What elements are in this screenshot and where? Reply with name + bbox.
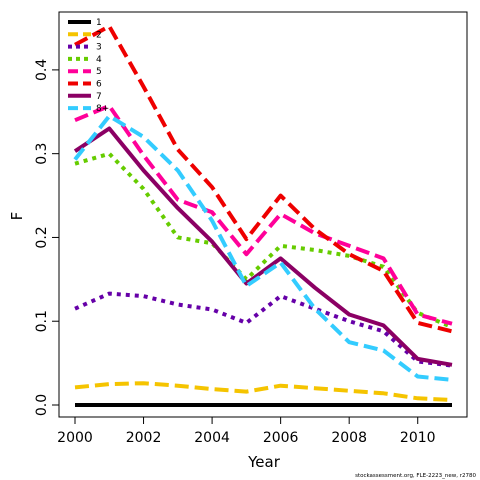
y-tick-label: 0.2 xyxy=(34,226,50,248)
x-tick-label: 2008 xyxy=(331,430,367,446)
y-tick-label: 0.1 xyxy=(34,310,50,332)
x-axis-title: Year xyxy=(247,453,281,471)
series-layer xyxy=(73,24,453,407)
legend-label: 7 xyxy=(96,92,102,102)
credit-text: stockassessment.org, FLE-2223_new, r2780 xyxy=(355,473,476,479)
y-tick-label: 0.3 xyxy=(34,143,50,165)
y-axis-title: F xyxy=(8,212,26,221)
y-tick-label: 0.4 xyxy=(34,59,50,81)
series-line-8plus xyxy=(73,114,453,382)
series-line-3 xyxy=(74,291,453,368)
legend: 1 2 3 4 5 6 7 8+ xyxy=(68,18,109,114)
y-tick-label: 0.0 xyxy=(34,394,50,416)
x-tick-label: 2006 xyxy=(263,430,299,446)
series-line-6 xyxy=(74,24,453,334)
legend-label: 8+ xyxy=(96,104,109,114)
y-axis: 0.0 0.1 0.2 0.3 0.4 xyxy=(34,59,60,416)
series-line-4 xyxy=(74,151,453,329)
legend-label: 1 xyxy=(96,18,102,28)
x-tick-label: 2002 xyxy=(126,430,162,446)
legend-label: 4 xyxy=(96,55,102,65)
series-line-5 xyxy=(74,103,453,326)
series-line-7 xyxy=(73,126,453,367)
x-axis: 2000 2002 2004 2006 2008 2010 xyxy=(57,416,436,446)
x-tick-label: 2010 xyxy=(400,430,436,446)
legend-label: 3 xyxy=(96,43,102,53)
legend-label: 6 xyxy=(96,80,102,90)
plot-frame xyxy=(58,11,468,418)
x-tick-label: 2004 xyxy=(194,430,230,446)
series-line-2 xyxy=(74,381,453,402)
legend-label: 5 xyxy=(96,67,102,77)
legend-label: 2 xyxy=(96,30,102,40)
x-tick-label: 2000 xyxy=(57,430,93,446)
